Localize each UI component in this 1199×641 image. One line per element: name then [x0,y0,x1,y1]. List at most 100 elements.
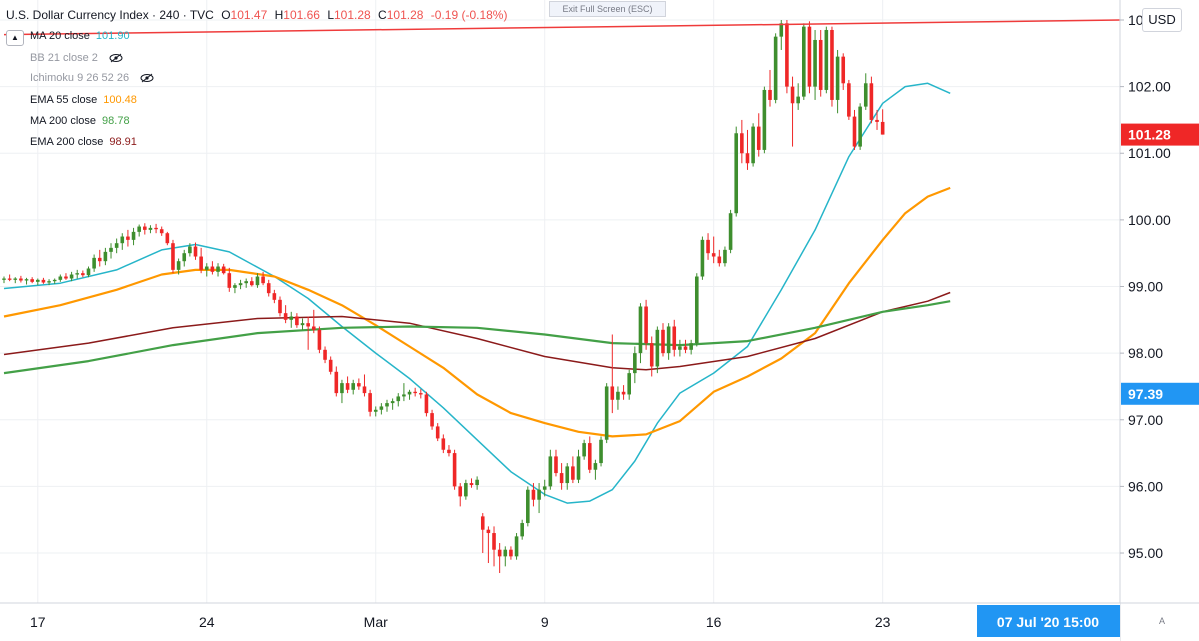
candle [64,273,68,280]
candle [148,225,153,234]
high-label: H [274,8,284,22]
candle-body [509,549,513,557]
candle-body [475,479,479,486]
candle-body [678,346,682,350]
candle [47,279,51,286]
candle [475,476,479,490]
candle [830,26,834,107]
candle [469,478,474,488]
x-tick-label: 16 [706,614,722,630]
candle [171,239,175,274]
candle-body [880,121,885,135]
candle [103,247,108,266]
candle [35,278,40,286]
eye-hidden-icon[interactable] [140,73,154,83]
eye-hidden-icon[interactable] [109,53,123,63]
candle [554,449,558,477]
candle [86,266,91,278]
indicator-ichimoku[interactable]: Ichimoku 9 26 52 26 [30,72,154,84]
candle [379,403,384,415]
candle [858,103,862,150]
candle-body [526,489,530,524]
candle-body [790,86,795,104]
candle [649,336,654,377]
candle [542,479,547,497]
candle [221,263,226,275]
candle-body [835,56,840,100]
candle-body [19,278,23,281]
candle [790,76,795,147]
candle [266,279,271,297]
candle [813,29,817,100]
candle [362,374,367,397]
candle-body [289,316,294,320]
candle-body [514,536,519,557]
candle-body [114,243,119,248]
candle [852,109,857,150]
candle-body [464,483,468,497]
y-tick-label: 100.00 [1128,212,1171,228]
candle [621,385,626,400]
candle [419,389,423,399]
y-tick-label: 98.00 [1128,345,1163,361]
candle [723,246,727,267]
candle-body [2,278,6,280]
candle-body [875,119,879,122]
candle-body [604,386,609,440]
candle [199,247,203,274]
candle-body [35,279,40,282]
candle-body [58,276,63,280]
candle [802,23,806,100]
indicator-label: EMA 200 close [30,136,104,148]
y-tick-label: 101.00 [1128,145,1171,161]
exit-fullscreen-hint[interactable]: Exit Full Screen (ESC) [549,1,666,17]
candle [41,277,46,284]
candle-body [278,299,282,314]
candle-body [452,453,457,487]
candle [58,274,63,282]
candle [593,459,598,480]
candle-body [13,278,18,280]
time-axis-bg [0,603,1120,641]
symbol-title[interactable]: U.S. Dollar Currency Index · 240 · TVC [6,8,214,22]
candle [278,296,282,317]
candle-body [565,466,570,484]
candle-body [221,266,226,274]
candle-body [486,529,491,534]
indicator-label: BB 21 close 2 [30,52,98,64]
currency-button[interactable]: USD [1142,8,1182,32]
candle [655,326,660,374]
candle-body [244,281,248,284]
candle-body [435,426,440,439]
candle [734,126,739,217]
indicator-ema200[interactable]: EMA 200 close 98.91 [30,136,137,148]
close-value: 101.28 [386,8,424,22]
candle [751,123,755,167]
candle-body [458,486,463,497]
candle [824,26,829,94]
candle [587,436,592,474]
candle-body [69,274,74,279]
indicator-ema55[interactable]: EMA 55 close 100.48 [30,94,137,106]
candle [762,86,767,154]
last-price-badge [1121,123,1199,146]
candle-body [869,83,874,120]
indicator-bb21[interactable]: BB 21 close 2 [30,52,123,64]
candle [638,303,643,364]
candle-body [385,403,389,407]
candle-body [531,489,536,500]
indicator-ma20[interactable]: MA 20 close 101.90 [30,30,130,42]
auto-scale-button[interactable]: A [1158,616,1165,626]
candle [402,383,406,402]
candle-body [390,401,395,404]
candle-body [272,293,277,300]
candle-body [610,386,615,400]
candle-body [92,257,96,269]
chevron-up-icon[interactable]: ▲ [6,30,24,46]
candle [165,231,170,246]
indicator-ma200[interactable]: MA 200 close 98.78 [30,115,130,127]
candle [633,346,637,384]
candle-body [131,231,136,240]
